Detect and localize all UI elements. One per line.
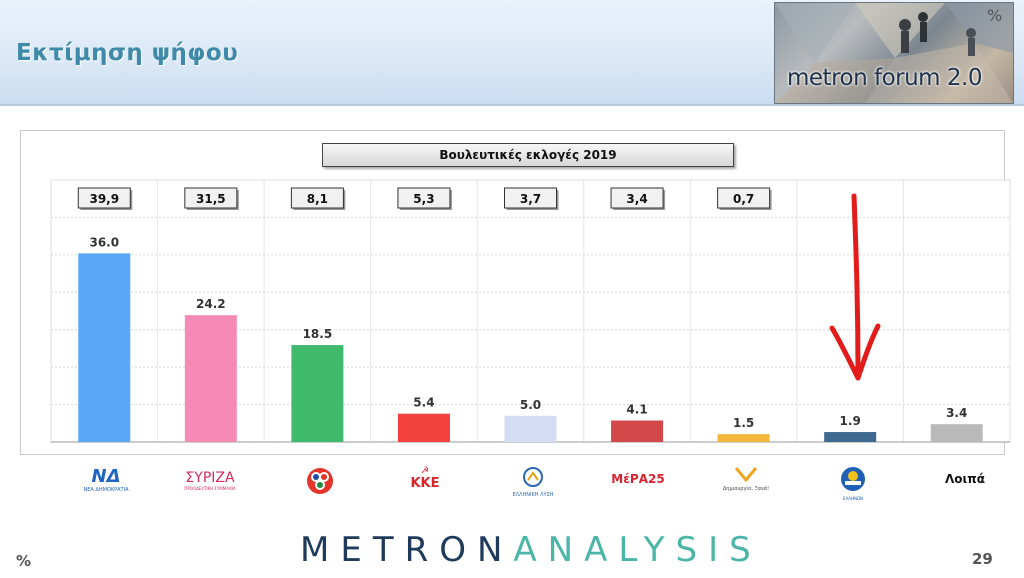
syriza-logo-icon: ΣΥΡΙΖΑ (185, 470, 235, 486)
reference-value-label: 8,1 (307, 192, 328, 206)
metron-forum-banner: metron forum 2.0 (774, 2, 1014, 104)
reference-value-box: 39,9 (77, 187, 133, 210)
brand-part-metron: METRON (300, 530, 514, 570)
logo-mera25: ΜέΡΑ25 (598, 466, 678, 502)
bar-7 (717, 434, 770, 442)
bar-value-label: 1.5 (733, 416, 754, 430)
bar-3 (291, 345, 344, 442)
bar-value-label: 36.0 (89, 235, 119, 249)
logo-loipa: Λοιπά (925, 472, 1005, 508)
slide-title: Εκτίμηση ψήφου (16, 40, 239, 66)
reference-value-box: 3,7 (504, 187, 559, 210)
reference-value-label: 3,7 (520, 192, 541, 206)
logo-nd: ΝΔ ΝΕΑ ΔΗΜΟΚΡΑΤΙΑ (66, 466, 146, 502)
kke-logo-label: ΚΚΕ (410, 476, 440, 491)
page-number: 29 (972, 550, 993, 568)
ellinon-logo-icon (841, 467, 865, 491)
reference-value-box: 3,4 (610, 187, 666, 210)
brand-part-analysis: ANALYSIS (513, 530, 762, 570)
bar-6 (611, 420, 664, 442)
red-arrow-down-icon (829, 193, 881, 381)
bar-value-label: 3.4 (946, 406, 967, 420)
percent-mark-bottom: % (16, 552, 32, 570)
bar-8 (824, 432, 877, 442)
kke-logo-icon: ☭ (420, 466, 430, 476)
logo-kke: ☭ ΚΚΕ (385, 466, 465, 502)
bar-1 (78, 253, 131, 442)
reference-value-label: 31,5 (196, 192, 226, 206)
bar-5 (504, 415, 557, 442)
nd-logo-icon: ΝΔ (91, 466, 121, 487)
reference-value-label: 5,3 (413, 192, 434, 206)
loipa-label: Λοιπά (945, 472, 985, 486)
bar-value-label: 18.5 (303, 327, 333, 341)
nd-logo-subtitle: ΝΕΑ ΔΗΜΟΚΡΑΤΙΑ (83, 487, 129, 493)
bar-2 (184, 315, 237, 442)
reference-value-box: 31,5 (184, 187, 239, 210)
bar-4 (397, 413, 450, 442)
dimiourgia-logo-icon (734, 467, 758, 483)
logo-dimiourgia: Δημιουργία, Ξανά! (706, 466, 786, 502)
banner-photo-pattern (775, 3, 1013, 103)
bar-value-label: 4.1 (626, 403, 647, 417)
metron-forum-label: metron forum 2.0 (787, 65, 982, 91)
dimiourgia-label: Δημιουργία, Ξανά! (722, 486, 770, 492)
logo-kinal (280, 466, 360, 502)
logo-syriza: ΣΥΡΙΖΑ ΠΡΟΟΔΕΥΤΙΚΗ ΣΥΜΜΑΧΙΑ (170, 466, 250, 502)
reference-value-label: 39,9 (89, 192, 119, 206)
logo-elliniki-lysi: ΕΛΛΗΝΙΚΗ ΛΥΣΗ (493, 466, 573, 502)
bar-value-label: 1.9 (840, 414, 861, 428)
elliniki-lysi-label: ΕΛΛΗΝΙΚΗ ΛΥΣΗ (512, 492, 554, 498)
ellinon-label: ΕΛΛΗΝΩΝ (842, 496, 864, 501)
mera25-logo-icon: ΜέΡΑ25 (611, 472, 665, 486)
reference-value-box: 5,3 (397, 187, 452, 210)
bar-value-label: 5.0 (520, 398, 541, 412)
metron-analysis-brand: METRONANALYSIS (300, 530, 751, 570)
bar-value-label: 5.4 (413, 396, 434, 410)
reference-value-label: 3,4 (626, 192, 647, 206)
kinal-logo-icon (307, 468, 333, 494)
slide-header: Εκτίμηση ψήφου metron forum 2.0 % (0, 0, 1024, 106)
reference-value-box: 8,1 (290, 187, 346, 210)
percent-mark-top: % (987, 6, 1003, 25)
reference-legend: Βουλευτικές εκλογές 2019 (322, 143, 734, 167)
logo-ellinon: ΕΛΛΗΝΩΝ (813, 466, 893, 502)
syriza-logo-subtitle: ΠΡΟΟΔΕΥΤΙΚΗ ΣΥΜΜΑΧΙΑ (184, 486, 236, 491)
bar-9 (930, 424, 983, 442)
bar-value-label: 24.2 (196, 297, 226, 311)
reference-value-label: 0,7 (733, 192, 754, 206)
reference-value-box: 0,7 (717, 187, 772, 210)
elliniki-lysi-logo-icon (523, 467, 543, 487)
